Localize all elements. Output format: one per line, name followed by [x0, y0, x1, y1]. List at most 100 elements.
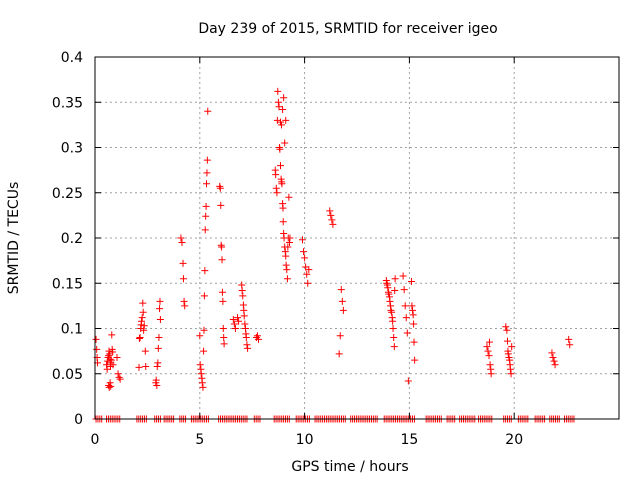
- data-point: [304, 279, 312, 287]
- y-axis: 0 0.05 0.1 0.15 0.2 0.25 0.3 0.35 0.4: [52, 50, 619, 428]
- data-point: [400, 286, 408, 294]
- data-point: [197, 370, 205, 378]
- data-point: [109, 361, 117, 369]
- data-point: [140, 326, 148, 334]
- grid-lines: [95, 57, 619, 419]
- data-point: [565, 335, 573, 343]
- data-point: [220, 334, 228, 342]
- data-point: [303, 270, 311, 278]
- data-point: [153, 363, 161, 371]
- data-point: [244, 344, 252, 352]
- data-point: [216, 184, 224, 192]
- x-axis: 0 5 10 15 20: [91, 57, 523, 448]
- chart-title: Day 239 of 2015, SRMTID for receiver ige…: [198, 21, 497, 37]
- data-point: [408, 302, 416, 310]
- data-point: [387, 306, 395, 314]
- data-point: [300, 248, 308, 256]
- data-point: [218, 288, 226, 296]
- data-point: [282, 261, 290, 269]
- data-point: [181, 302, 189, 310]
- data-point: [136, 334, 144, 342]
- data-point: [203, 180, 211, 188]
- data-point: [401, 302, 409, 310]
- data-point: [284, 243, 292, 251]
- data-point: [391, 286, 399, 294]
- data-point: [138, 314, 146, 322]
- x-tick-label: 0: [91, 432, 100, 448]
- data-point: [285, 193, 293, 201]
- data-point: [243, 341, 251, 349]
- data-point: [404, 377, 412, 385]
- data-point: [283, 275, 291, 283]
- data-point: [178, 239, 186, 247]
- data-point: [202, 202, 210, 210]
- data-point: [486, 361, 494, 369]
- data-point: [507, 370, 515, 378]
- data-point: [216, 182, 224, 190]
- data-point: [549, 353, 557, 361]
- data-point: [217, 201, 225, 209]
- y-tick-label: 0.15: [52, 276, 83, 292]
- data-point: [116, 375, 124, 383]
- data-point: [275, 103, 283, 111]
- data-point: [219, 297, 227, 305]
- data-point: [282, 116, 290, 124]
- data-point: [200, 292, 208, 300]
- data-point: [280, 94, 288, 102]
- data-point: [283, 266, 291, 274]
- data-point: [179, 259, 187, 267]
- data-point: [179, 275, 187, 283]
- data-point: [326, 207, 334, 215]
- data-point: [202, 212, 210, 220]
- data-point: [391, 275, 399, 283]
- data-point: [338, 297, 346, 305]
- data-point: [180, 297, 188, 305]
- data-point: [388, 308, 396, 316]
- data-point: [502, 323, 510, 331]
- data-point: [234, 314, 242, 322]
- data-point: [200, 326, 208, 334]
- data-point: [218, 256, 226, 264]
- x-axis-label: GPS time / hours: [291, 459, 408, 475]
- data-point: [240, 312, 248, 320]
- data-point: [241, 320, 249, 328]
- data-point: [106, 355, 114, 363]
- data-point: [198, 379, 206, 387]
- data-point: [199, 383, 207, 391]
- data-point: [410, 320, 418, 328]
- data-point: [113, 353, 121, 361]
- data-point: [106, 379, 114, 387]
- y-axis-label: SRMTID / TECUs: [6, 182, 22, 295]
- data-point: [279, 218, 287, 226]
- data-point: [92, 335, 100, 343]
- data-point: [335, 350, 343, 358]
- data-point: [410, 338, 418, 346]
- data-point: [383, 279, 391, 287]
- data-point: [279, 204, 287, 212]
- y-tick-label: 0: [74, 412, 83, 428]
- data-point: [409, 311, 417, 319]
- y-tick-label: 0.1: [61, 322, 83, 338]
- data-point: [487, 370, 495, 378]
- data-point: [152, 376, 160, 384]
- data-point: [274, 98, 282, 106]
- data-point: [141, 347, 149, 355]
- data-point: [508, 343, 516, 351]
- data-point: [272, 171, 280, 179]
- data-point: [230, 320, 238, 328]
- x-tick-label: 5: [195, 432, 204, 448]
- data-point: [201, 267, 209, 275]
- data-point: [484, 347, 492, 355]
- data-point: [201, 226, 209, 234]
- data-point: [154, 344, 162, 352]
- data-point: [138, 317, 146, 325]
- data-point: [407, 277, 415, 285]
- data-point: [105, 383, 113, 391]
- data-point: [503, 337, 511, 345]
- data-point: [218, 243, 226, 251]
- data-point: [103, 361, 111, 369]
- y-tick-label: 0.25: [52, 186, 83, 202]
- data-point: [278, 180, 286, 188]
- data-point: [196, 361, 204, 369]
- data-point: [278, 121, 286, 129]
